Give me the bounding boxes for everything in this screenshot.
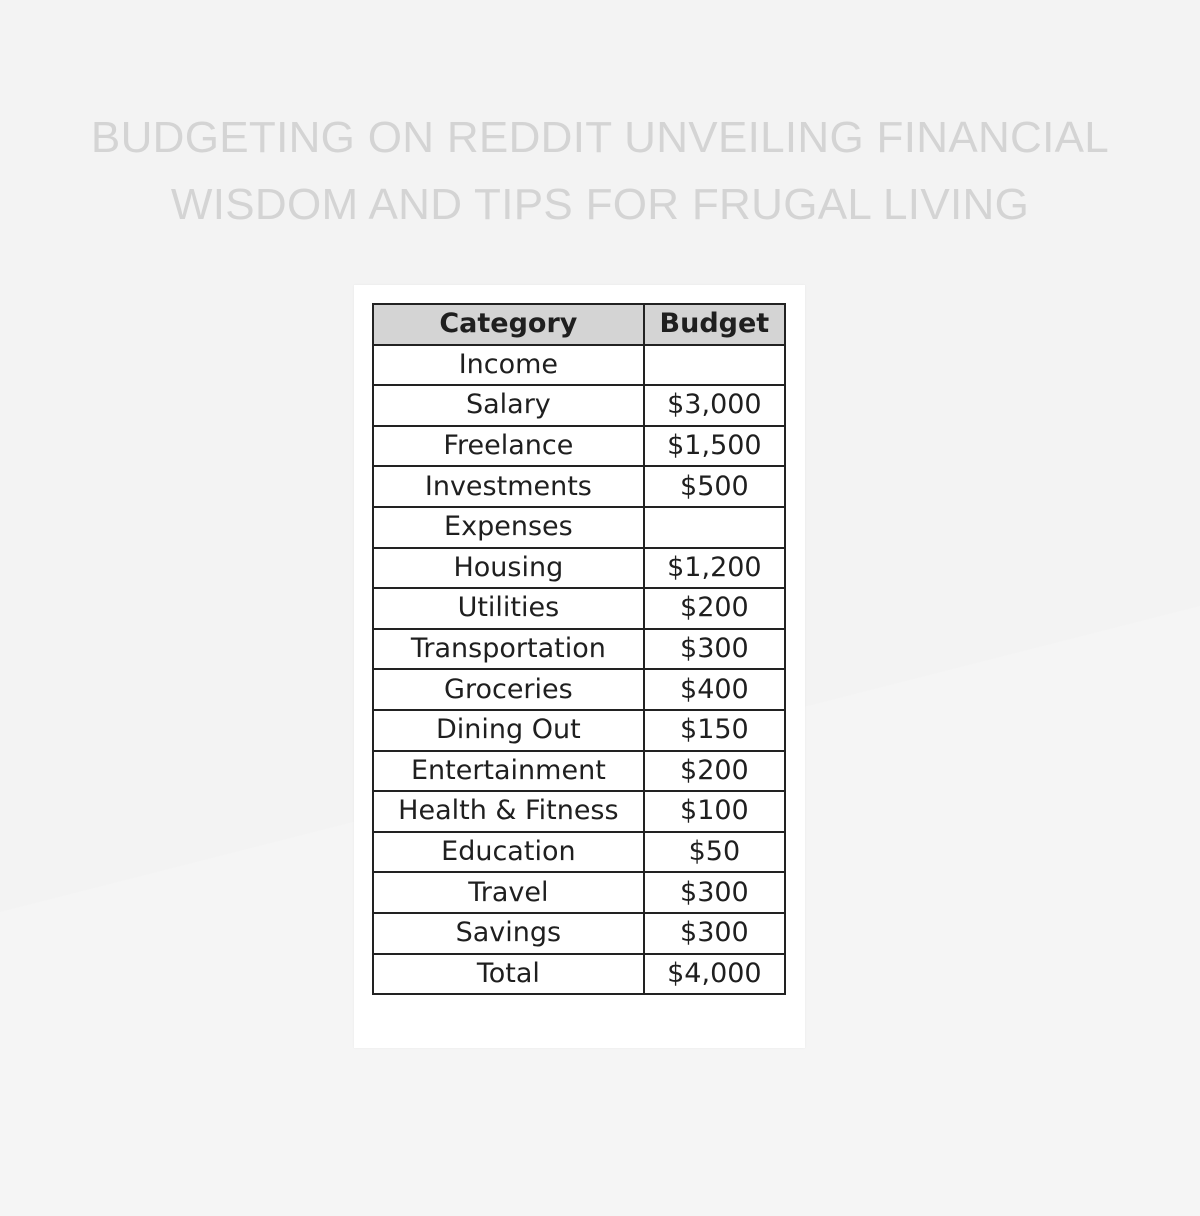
budget-cell: $300 <box>642 627 787 671</box>
budget-cell: $3,000 <box>642 384 787 427</box>
budget-cell: $1,500 <box>642 424 787 468</box>
table-row: Investments $500 <box>372 465 787 508</box>
budget-cell: $150 <box>642 708 787 752</box>
budget-cell: $300 <box>642 911 787 955</box>
table-row: Transportation $300 <box>372 627 787 671</box>
table-row: Housing $1,200 <box>372 546 787 590</box>
category-cell: Total <box>372 952 645 996</box>
table-row: Entertainment $200 <box>372 749 787 793</box>
category-cell: Freelance <box>372 424 645 468</box>
table-row: Salary $3,000 <box>372 384 787 427</box>
table-row: Utilities $200 <box>372 587 787 630</box>
category-cell: Expenses <box>372 505 645 549</box>
spreadsheet-preview: Category Budget Income Salary $3,000 Freela… <box>354 285 805 1048</box>
table-row: Dining Out $150 <box>372 708 787 752</box>
table-row: Freelance $1,500 <box>372 424 787 468</box>
budget-cell <box>642 505 787 549</box>
header-category: Category <box>372 303 645 346</box>
category-cell: Salary <box>372 384 645 427</box>
category-cell: Transportation <box>372 627 645 671</box>
budget-cell: $300 <box>642 871 787 914</box>
budget-cell: $200 <box>642 587 787 630</box>
table-row: Education $50 <box>372 830 787 874</box>
category-cell: Utilities <box>372 587 645 630</box>
category-cell: Dining Out <box>372 708 645 752</box>
budget-cell: $1,200 <box>642 546 787 590</box>
budget-table: Category Budget Income Salary $3,000 Freela… <box>372 303 787 996</box>
category-cell: Travel <box>372 871 645 914</box>
total-row: Total $4,000 <box>372 952 787 996</box>
category-cell: Health & Fitness <box>372 790 645 833</box>
budget-cell: $200 <box>642 749 787 793</box>
header-budget: Budget <box>642 303 787 346</box>
table-row: Health & Fitness $100 <box>372 790 787 833</box>
category-cell: Investments <box>372 465 645 508</box>
category-cell: Income <box>372 343 645 387</box>
table-row: Travel $300 <box>372 871 787 914</box>
table-body: Income Salary $3,000 Freelance $1,500 Investm… <box>372 343 787 996</box>
budget-cell: $500 <box>642 465 787 508</box>
category-cell: Savings <box>372 911 645 955</box>
page-title-line-1: BUDGETING ON REDDIT UNVEILING FINANCIAL <box>90 113 1110 162</box>
table-header-row: Category Budget <box>372 303 787 346</box>
category-cell: Entertainment <box>372 749 645 793</box>
page-title: BUDGETING ON REDDIT UNVEILING FINANCIAL … <box>60 104 1140 238</box>
page-title-line-2: WISDOM AND TIPS FOR FRUGAL LIVING <box>170 180 1030 229</box>
table-row: Groceries $400 <box>372 668 787 711</box>
budget-cell: $400 <box>642 668 787 711</box>
category-cell: Education <box>372 830 645 874</box>
section-row: Income <box>372 343 787 387</box>
budget-cell: $50 <box>642 830 787 874</box>
section-row: Expenses <box>372 505 787 549</box>
table-row: Savings $300 <box>372 911 787 955</box>
budget-cell <box>642 343 787 387</box>
budget-cell: $100 <box>642 790 787 833</box>
budget-cell: $4,000 <box>642 952 787 996</box>
category-cell: Housing <box>372 546 645 590</box>
category-cell: Groceries <box>372 668 645 711</box>
